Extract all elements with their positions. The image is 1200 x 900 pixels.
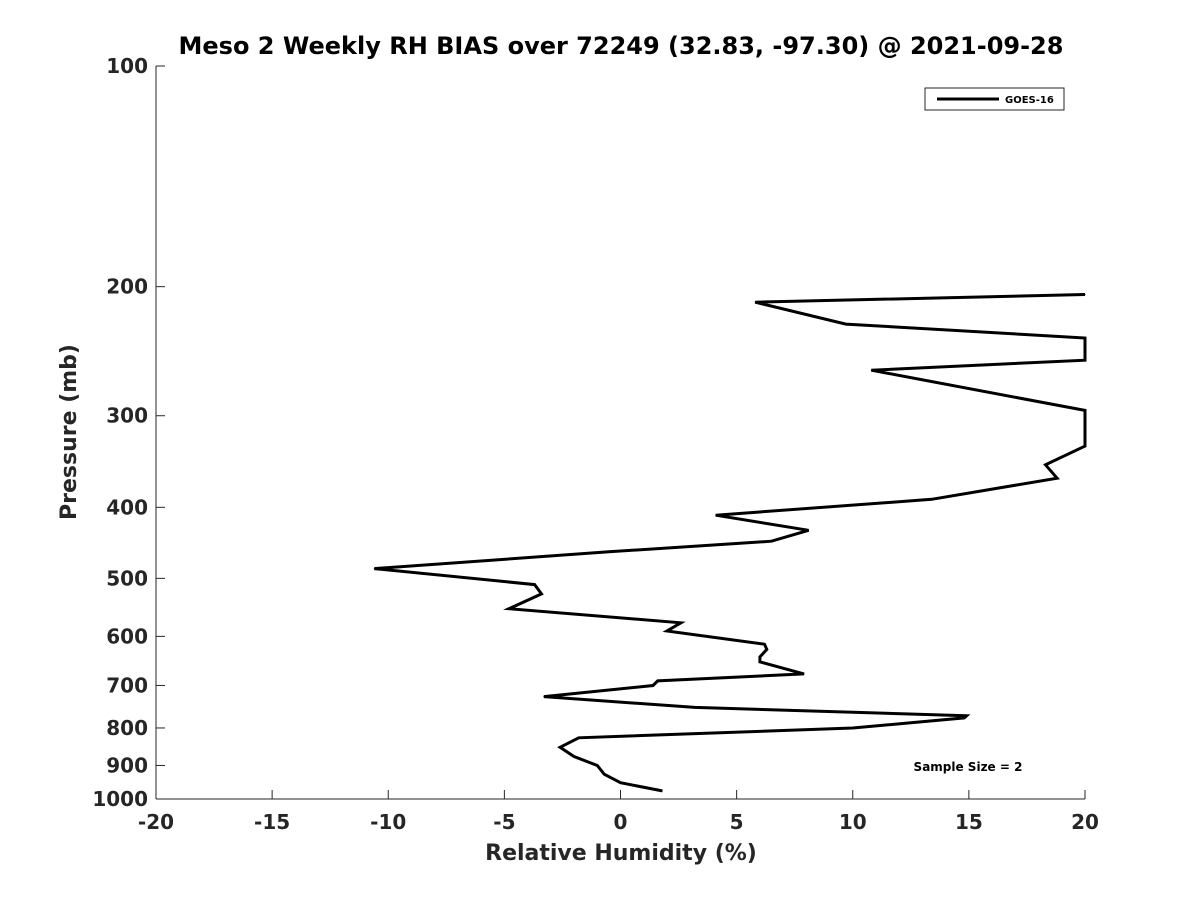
data-point — [931, 498, 933, 500]
y-tick-label: 1000 — [92, 787, 148, 811]
data-point — [808, 529, 810, 531]
x-ticks: -20 -15 -10 -5 0 5 10 15 20 — [138, 790, 1099, 834]
data-point — [541, 593, 543, 595]
y-tick-label: 500 — [106, 566, 148, 590]
x-tick-label: 0 — [614, 810, 628, 834]
x-tick-label: -5 — [493, 810, 515, 834]
data-point — [661, 790, 663, 792]
data-point — [620, 782, 621, 784]
data-point — [763, 643, 765, 645]
y-ticks: 100 200 300 400 500 600 700 800 900 1000 — [92, 54, 165, 811]
x-tick-label: 5 — [730, 810, 744, 834]
data-point — [754, 301, 756, 303]
data-point — [596, 764, 598, 766]
data-point — [508, 608, 510, 610]
x-tick-label: -20 — [138, 810, 174, 834]
data-point — [1084, 294, 1086, 296]
data-point — [963, 717, 965, 719]
data-point — [759, 656, 761, 658]
y-tick-label: 400 — [106, 495, 148, 519]
data-point — [652, 684, 654, 686]
y-tick-label: 900 — [106, 753, 148, 777]
data-point — [1084, 409, 1086, 411]
legend-label-goes16: GOES-16 — [1005, 95, 1054, 106]
data-point — [759, 661, 761, 663]
data-point — [694, 706, 696, 708]
series-line-goes-16 — [374, 293, 1087, 793]
data-point — [1056, 477, 1058, 479]
data-point — [373, 568, 375, 570]
data-point — [657, 680, 659, 682]
y-tick-label: 600 — [106, 624, 148, 648]
data-point — [1045, 464, 1047, 466]
data-point — [852, 727, 854, 729]
data-point — [559, 746, 561, 748]
data-point — [1084, 359, 1086, 361]
data-point — [803, 673, 805, 675]
x-axis-label: Relative Humidity (%) — [485, 841, 757, 866]
data-point — [1084, 445, 1086, 447]
data-point — [603, 773, 605, 775]
data-point — [715, 514, 717, 516]
x-tick-label: -10 — [370, 810, 406, 834]
data-point — [573, 755, 575, 757]
data-point — [578, 737, 580, 739]
sample-size-annotation: Sample Size = 2 — [914, 760, 1023, 774]
data-point — [870, 369, 872, 371]
data-point — [966, 715, 968, 717]
data-point — [608, 551, 610, 553]
legend: GOES-16 — [924, 87, 1065, 111]
y-tick-label: 300 — [106, 404, 148, 428]
y-tick-label: 800 — [106, 716, 148, 740]
data-point — [680, 622, 682, 624]
data-point — [770, 540, 772, 542]
x-tick-label: 20 — [1071, 810, 1099, 834]
series-layer — [373, 293, 1087, 793]
x-tick-label: 15 — [955, 810, 983, 834]
data-point — [534, 584, 536, 586]
data-point — [1084, 337, 1086, 339]
x-tick-label: -15 — [254, 810, 290, 834]
y-axis-label: Pressure (mb) — [57, 344, 82, 520]
data-point — [666, 630, 668, 632]
y-tick-label: 200 — [106, 275, 148, 299]
chart-title: Meso 2 Weekly RH BIAS over 72249 (32.83,… — [179, 32, 1064, 60]
y-tick-label: 700 — [106, 673, 148, 697]
data-point — [766, 648, 768, 650]
data-point — [845, 323, 847, 325]
x-tick-label: 10 — [839, 810, 867, 834]
y-tick-label: 100 — [106, 54, 148, 78]
data-point — [543, 696, 545, 698]
